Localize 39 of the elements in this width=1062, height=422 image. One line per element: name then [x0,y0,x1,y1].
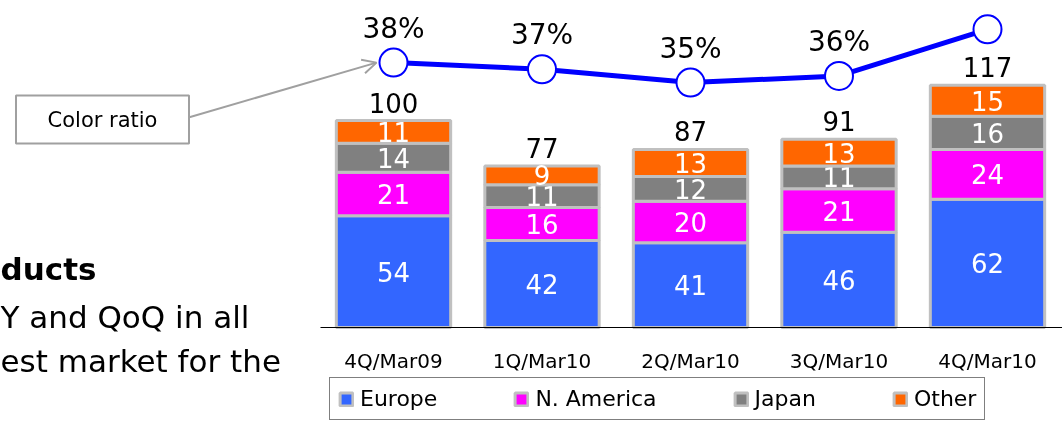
text: est market for the [0,342,281,379]
data-label: 21 [376,179,411,210]
data-label: 21 [822,196,856,227]
x-tick-label: 4Q/Mar09 [344,348,443,373]
data-label: 42 [525,270,559,301]
total-label: 117 [962,53,1013,84]
data-label: 62 [970,249,1005,280]
x-tick-label: 2Q/Mar10 [641,348,740,373]
data-label: 41 [673,271,708,302]
point [824,60,854,91]
data-label: 15 [970,86,1005,117]
point [378,47,409,78]
text: Y and QoQ in all [0,298,250,335]
x-tick-label: 4Q/Mar10 [938,348,1037,373]
data-label: 16 [525,210,559,240]
data-label: 37% [510,18,574,52]
data-label: 38% [362,11,425,45]
total-label: 91 [822,107,856,138]
text: Color ratio [47,107,158,132]
data-label: 54 [376,257,411,288]
legend-label: N. America [535,386,657,411]
point [527,54,557,85]
data-label: 24 [970,160,1005,191]
total-label: 87 [673,117,708,148]
data-label: 20 [673,207,708,238]
data-label: 46 [822,265,856,296]
total-label: 77 [525,134,559,165]
data-label: 36% [807,24,871,58]
legend-label: Other [913,386,977,411]
point [675,67,706,98]
data-label: 16 [970,118,1005,149]
legend-label: Japan [754,386,816,411]
total-label: 100 [368,88,419,119]
x-tick-label: 3Q/Mar10 [789,348,889,373]
data-label: 35% [659,31,722,65]
text: ducts [0,250,97,287]
point [972,14,1003,45]
x-tick-label: 1Q/Mar10 [492,348,592,373]
legend-label: Europe [360,386,438,411]
